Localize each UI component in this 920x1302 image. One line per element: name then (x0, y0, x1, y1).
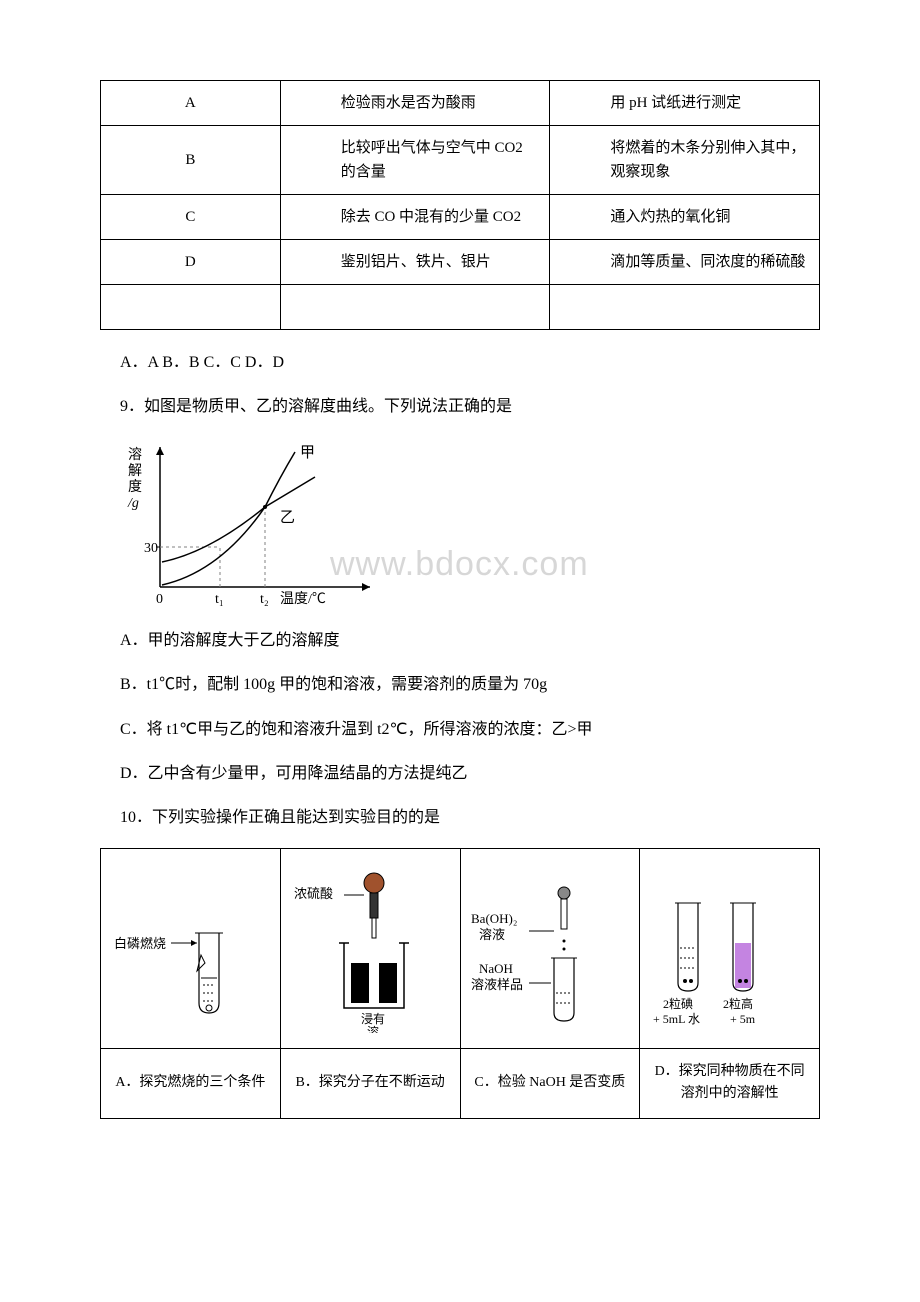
cell-a-1: 检验雨水是否为酸雨 (280, 81, 550, 126)
y-label-2: 解 (128, 463, 142, 479)
q9-c: C．将 t1℃甲与乙的饱和溶液升温到 t2℃，所得溶液的浓度：乙>甲 (120, 715, 820, 745)
table-options: A 检验雨水是否为酸雨 用 pH 试纸进行测定 B 比较呼出气体与空气中 CO2… (100, 80, 820, 330)
svg-text:+ 5m: + 5m (730, 1012, 756, 1026)
q9-d: D．乙中含有少量甲，可用降温结晶的方法提纯乙 (120, 759, 820, 789)
svg-text:NaOH: NaOH (479, 961, 513, 976)
exp-b-caption: B．探究分子在不断运动 (280, 1048, 460, 1118)
exp-d-caption: D．探究同种物质在不同溶剂中的溶解性 (640, 1048, 820, 1118)
y-label-1: 溶 (128, 447, 142, 463)
cell-empty-2 (280, 285, 550, 330)
exp-c-img: Ba(OH)₂ 溶液 NaOH 溶液样品 (460, 848, 640, 1048)
svg-text:+ 5mL 水: + 5mL 水 (653, 1012, 700, 1026)
x-tick-t2: t₂ (260, 592, 269, 607)
cell-label-c: C (101, 195, 281, 240)
svg-text:2粒碘: 2粒碘 (663, 996, 693, 1011)
exp-d-img: 2粒碘 2粒高 + 5mL 水 + 5m (640, 848, 820, 1048)
cell-d-2: 滴加等质量、同浓度的稀硫酸 (550, 240, 820, 285)
cell-label-d: D (101, 240, 281, 285)
svg-text:浓硫酸: 浓硫酸 (294, 886, 333, 901)
curve-jia-label: 甲 (300, 445, 315, 461)
exp-a-img: 白磷燃烧 (101, 848, 281, 1048)
cell-d-1: 鉴别铝片、铁片、银片 (280, 240, 550, 285)
exp-c-caption: C．检验 NaOH 是否变质 (460, 1048, 640, 1118)
cell-empty-1 (101, 285, 281, 330)
cell-c-1: 除去 CO 中混有的少量 CO2 (280, 195, 550, 240)
x-label: 温度/℃ (280, 591, 326, 607)
cell-a-2: 用 pH 试纸进行测定 (550, 81, 820, 126)
svg-text:Ba(OH)₂: Ba(OH)₂ (471, 911, 517, 926)
cell-b-1: 比较呼出气体与空气中 CO2 的含量 (280, 126, 550, 195)
y-label-4: /g (127, 496, 139, 511)
cell-label-b: B (101, 126, 281, 195)
y-label-3: 度 (128, 479, 142, 495)
q8-choices: A．A B．B C．C D．D (120, 348, 820, 378)
q9-b: B．t1℃时，配制 100g 甲的饱和溶液，需要溶剂的质量为 70g (120, 670, 820, 700)
curve-yi-label: 乙 (280, 510, 295, 526)
exp-b-img: 浓硫酸 浸有 溶 (280, 848, 460, 1048)
y-tick-30: 30 (144, 541, 158, 556)
svg-text:溶: 溶 (367, 1024, 379, 1033)
svg-text:白磷燃烧: 白磷燃烧 (114, 936, 166, 951)
x-tick-0: 0 (156, 592, 163, 607)
q10-stem: 10．下列实验操作正确且能达到实验目的的是 (120, 803, 820, 833)
solubility-chart: 30 溶 解 度 /g 0 t₁ t₂ 温度/℃ 乙 甲 www.bdocx.c… (120, 437, 820, 612)
cell-c-2: 通入灼热的氧化铜 (550, 195, 820, 240)
cell-b-2: 将燃着的木条分别伸入其中，观察现象 (550, 126, 820, 195)
cell-label-a: A (101, 81, 281, 126)
q9-a: A．甲的溶解度大于乙的溶解度 (120, 626, 820, 656)
svg-text:溶液: 溶液 (479, 927, 505, 942)
svg-text:浸有: 浸有 (361, 1012, 385, 1026)
table-experiments: 白磷燃烧 浓硫酸 (100, 848, 820, 1119)
exp-a-caption: A．探究燃烧的三个条件 (101, 1048, 281, 1118)
svg-text:2粒高: 2粒高 (723, 996, 753, 1011)
q9-stem: 9．如图是物质甲、乙的溶解度曲线。下列说法正确的是 (120, 392, 820, 422)
svg-text:溶液样品: 溶液样品 (471, 977, 523, 992)
cell-empty-3 (550, 285, 820, 330)
x-tick-t1: t₁ (215, 592, 224, 607)
